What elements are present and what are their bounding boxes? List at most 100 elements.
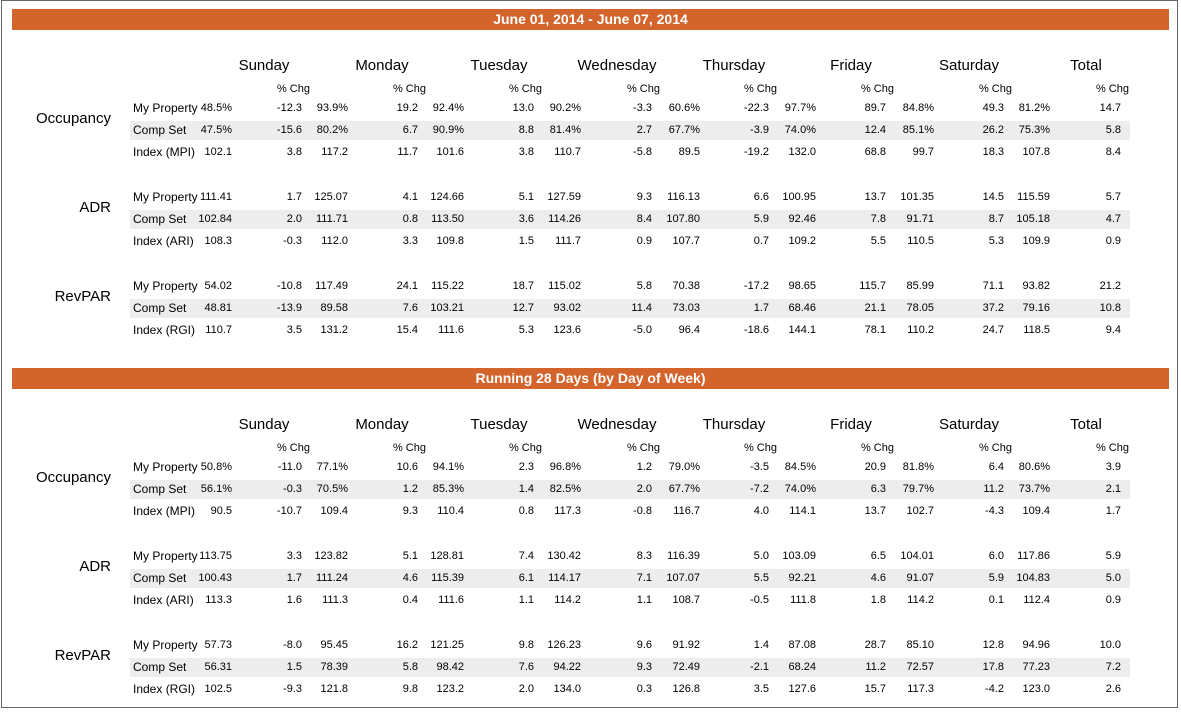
change-cell: -7.2 [750, 483, 769, 495]
row-label: Comp Set [133, 660, 187, 674]
value-cell: 74.0% [784, 124, 816, 136]
section-banner: Running 28 Days (by Day of Week) [12, 368, 1169, 389]
row-label: My Property [133, 460, 198, 474]
row-label: Comp Set [133, 123, 187, 137]
change-cell: -0.8 [633, 505, 652, 517]
value-cell: 112.0 [321, 235, 348, 247]
value-cell: 118.5 [1023, 324, 1050, 336]
change-cell: 5.3 [988, 235, 1004, 247]
value-cell: 68.46 [788, 302, 816, 314]
value-cell: 78.05 [906, 302, 934, 314]
pct-change-header: % Chg [1095, 442, 1129, 454]
value-cell: 111.7 [555, 235, 581, 247]
day-header: Tuesday [470, 57, 528, 74]
value-cell: 56.1% [200, 483, 232, 495]
pct-change-header: % Chg [276, 442, 310, 454]
value-cell: 123.6 [553, 324, 581, 336]
change-cell: 11.2 [865, 661, 886, 673]
value-cell: 123.2 [436, 683, 464, 695]
change-cell: -3.3 [633, 102, 652, 114]
change-cell: 6.7 [402, 124, 418, 136]
change-cell: 2.6 [1105, 683, 1121, 695]
value-cell: 57.73 [204, 639, 232, 651]
value-cell: 107.8 [1022, 146, 1050, 158]
row-label: Comp Set [133, 571, 187, 585]
change-cell: -8.0 [283, 639, 302, 651]
metric-group-label: Occupancy [35, 110, 111, 127]
value-cell: 97.7% [784, 102, 816, 114]
value-cell: 48.5% [200, 102, 232, 114]
value-cell: 91.71 [906, 213, 934, 225]
row-shading [130, 480, 1130, 499]
value-cell: 110.7 [205, 324, 232, 336]
change-cell: 2.0 [286, 213, 302, 225]
value-cell: 104.01 [900, 550, 934, 562]
row-label: Index (ARI) [133, 234, 194, 248]
change-cell: 3.8 [286, 146, 302, 158]
row-label: My Property [133, 190, 198, 204]
value-cell: 117.3 [554, 505, 581, 517]
change-cell: 13.7 [864, 505, 886, 517]
row-label: My Property [133, 638, 198, 652]
value-cell: 109.9 [1022, 235, 1050, 247]
value-cell: 89.5 [678, 146, 700, 158]
metric-group-label: Occupancy [35, 469, 111, 486]
value-cell: 111.6 [438, 324, 464, 336]
value-cell: 98.65 [788, 280, 816, 292]
change-cell: 12.7 [512, 302, 534, 314]
value-cell: 72.49 [672, 661, 700, 673]
change-cell: 11.7 [397, 146, 418, 158]
pct-change-header: % Chg [392, 442, 426, 454]
row-label: My Property [133, 101, 198, 115]
pct-change-header: % Chg [860, 442, 894, 454]
change-cell: -12.3 [276, 102, 302, 114]
value-cell: 79.16 [1022, 302, 1050, 314]
value-cell: 96.8% [549, 461, 581, 473]
change-cell: -5.8 [633, 146, 652, 158]
change-cell: 6.4 [988, 461, 1004, 473]
value-cell: 92.21 [788, 572, 816, 584]
day-header: Monday [355, 416, 409, 433]
change-cell: 14.7 [1099, 102, 1121, 114]
change-cell: 4.0 [753, 505, 769, 517]
change-cell: 2.0 [518, 683, 534, 695]
change-cell: 3.3 [286, 550, 302, 562]
value-cell: 94.1% [432, 461, 464, 473]
value-cell: 102.84 [198, 213, 232, 225]
change-cell: 5.8 [636, 280, 652, 292]
change-cell: 0.7 [753, 235, 769, 247]
value-cell: 101.35 [900, 191, 934, 203]
change-cell: 20.9 [864, 461, 886, 473]
day-header: Tuesday [470, 416, 528, 433]
value-cell: 110.5 [907, 235, 934, 247]
change-cell: 5.8 [1105, 124, 1121, 136]
day-header: Saturday [938, 57, 1000, 74]
change-cell: 2.1 [1105, 483, 1121, 495]
value-cell: 109.2 [788, 235, 816, 247]
change-cell: 2.0 [636, 483, 652, 495]
value-cell: 96.4 [678, 324, 700, 336]
value-cell: 134.0 [553, 683, 581, 695]
change-cell: 78.1 [864, 324, 886, 336]
change-cell: 1.2 [402, 483, 418, 495]
value-cell: 115.59 [1017, 191, 1050, 203]
day-header: Thursday [702, 416, 766, 433]
change-cell: 1.4 [518, 483, 534, 495]
change-cell: 1.7 [286, 572, 302, 584]
pct-change-header: % Chg [978, 442, 1012, 454]
change-cell: 5.0 [753, 550, 769, 562]
value-cell: 78.39 [320, 661, 348, 673]
value-cell: 111.71 [315, 213, 348, 225]
change-cell: 5.1 [518, 191, 534, 203]
value-cell: 48.81 [204, 302, 232, 314]
value-cell: 110.4 [437, 505, 464, 517]
value-cell: 73.03 [672, 302, 700, 314]
value-cell: 85.10 [906, 639, 934, 651]
change-cell: 4.1 [402, 191, 418, 203]
value-cell: 130.42 [547, 550, 581, 562]
change-cell: 3.6 [518, 213, 534, 225]
change-cell: -0.3 [283, 483, 302, 495]
value-cell: 125.07 [314, 191, 348, 203]
metric-group-label: ADR [79, 558, 111, 575]
change-cell: 115.7 [859, 280, 886, 292]
